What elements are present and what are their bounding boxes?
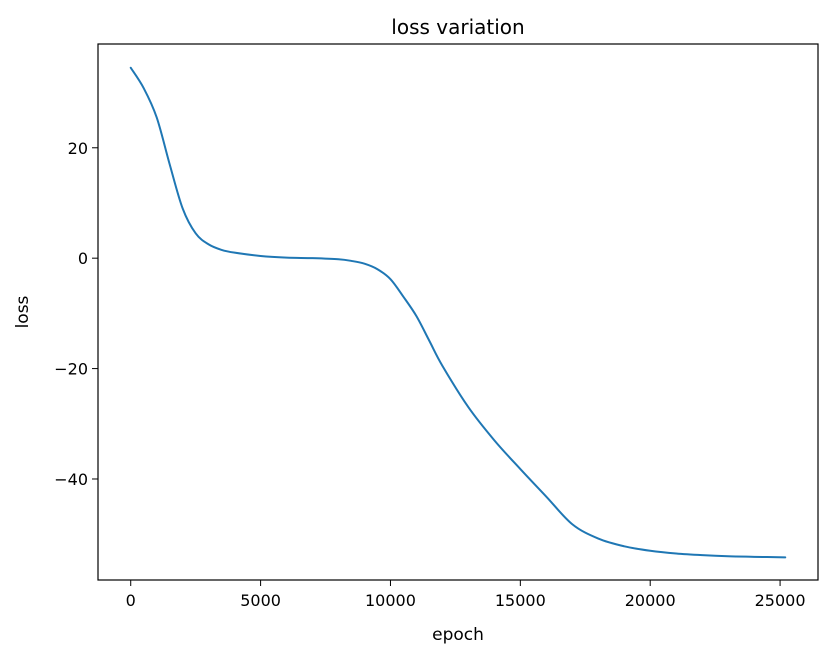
x-tick-label: 10000 [365, 591, 416, 610]
y-axis-ticks: 20 0 −20 −40 [54, 139, 98, 489]
x-tick-label: 25000 [755, 591, 806, 610]
x-axis-ticks: 0 5000 10000 15000 20000 25000 [126, 580, 806, 610]
y-tick-label: 0 [78, 249, 88, 268]
x-tick-label: 5000 [240, 591, 281, 610]
y-tick-label: 20 [68, 139, 88, 158]
chart-title: loss variation [391, 15, 524, 39]
x-axis-label: epoch [432, 625, 484, 645]
y-axis-label: loss [13, 295, 33, 328]
x-tick-label: 0 [126, 591, 136, 610]
plot-area-frame [97, 43, 819, 581]
y-tick-label: −20 [54, 360, 88, 379]
x-tick-label: 20000 [625, 591, 676, 610]
series-group [129, 66, 787, 559]
loss-series-line [129, 66, 787, 559]
y-tick-label: −40 [54, 470, 88, 489]
x-tick-label: 15000 [495, 591, 546, 610]
